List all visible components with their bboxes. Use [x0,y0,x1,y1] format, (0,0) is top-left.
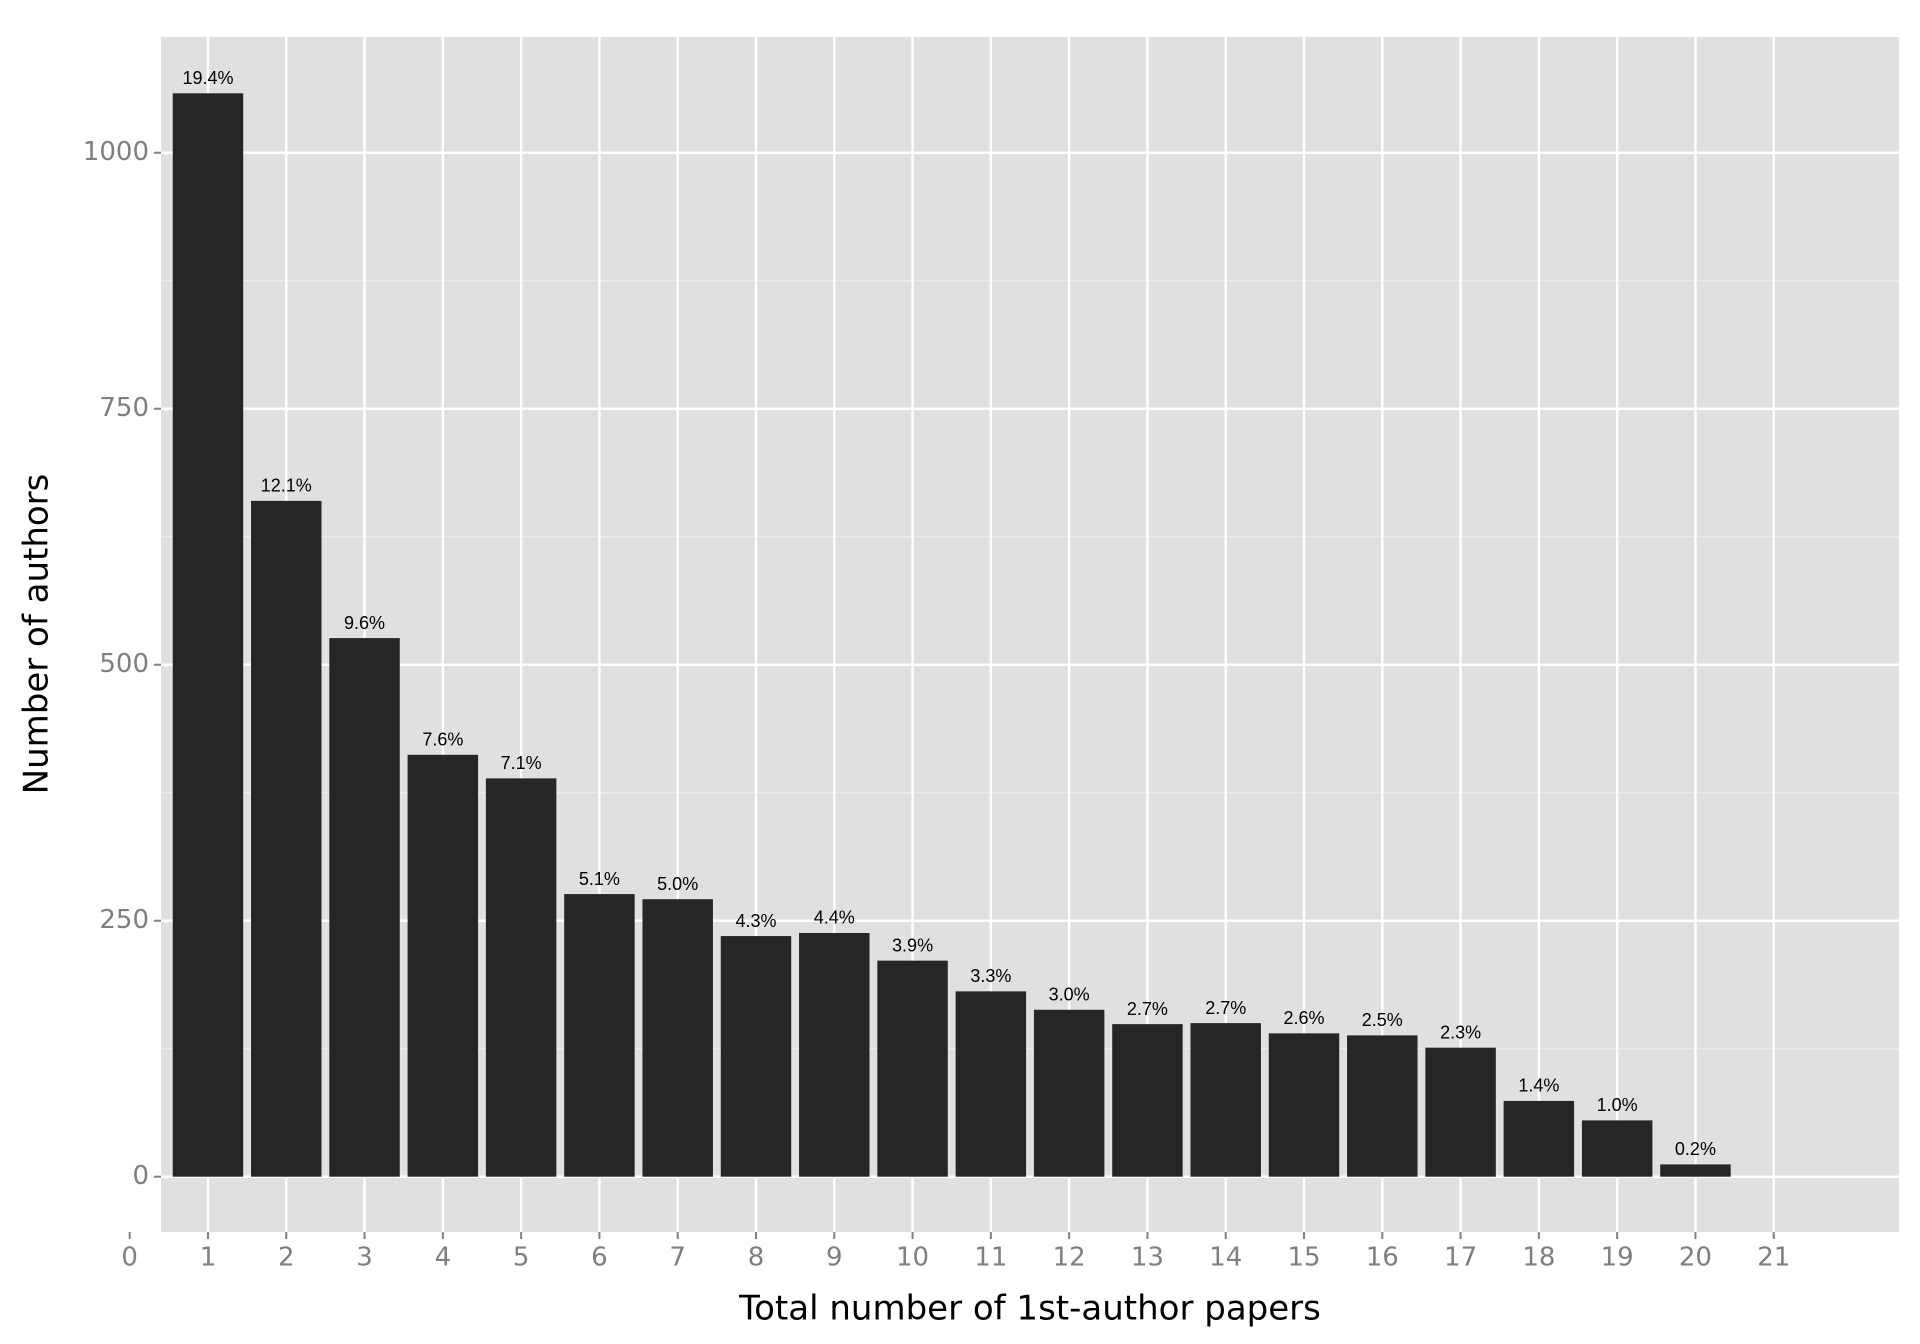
x-tick-label: 10 [896,1243,929,1273]
bar-label: 4.4% [814,908,855,928]
x-tick-label: 4 [435,1243,452,1273]
bar [642,899,713,1177]
x-tick-label: 15 [1287,1243,1320,1273]
bar-label: 5.0% [657,874,698,894]
bar [1581,1120,1653,1177]
bar-label: 0.2% [1675,1139,1716,1159]
y-tick-label: 500 [99,649,149,679]
x-tick-label: 3 [356,1243,373,1273]
bar [720,936,792,1177]
x-tick-label: 7 [669,1243,686,1273]
y-tick-label: 0 [132,1161,149,1191]
bar-label: 2.7% [1127,999,1168,1019]
bar [1033,1009,1105,1177]
x-tick-label: 21 [1757,1243,1790,1273]
x-tick-label: 17 [1444,1243,1477,1273]
bar-label: 2.6% [1283,1008,1324,1028]
x-tick-label: 14 [1209,1243,1242,1273]
bar-label: 2.7% [1205,998,1246,1018]
bar [1425,1047,1496,1177]
bar-label: 1.0% [1597,1095,1638,1115]
x-tick-label: 11 [974,1243,1007,1273]
bar-label: 9.6% [344,613,385,633]
bar [799,932,870,1177]
bar [172,93,244,1177]
bar [329,638,400,1177]
bar-label: 3.3% [970,966,1011,986]
x-tick-label: 8 [748,1243,765,1273]
bar [407,754,479,1177]
x-tick-label: 19 [1601,1243,1634,1273]
x-tick-label: 18 [1522,1243,1555,1273]
bar-label: 19.4% [182,68,233,88]
x-tick-label: 2 [278,1243,295,1273]
x-tick-label: 12 [1053,1243,1086,1273]
x-axis-title: Total number of 1st-author papers [738,1289,1321,1329]
y-tick-label: 250 [99,905,149,935]
bar-label: 2.5% [1362,1010,1403,1030]
x-tick-label: 9 [826,1243,843,1273]
y-tick-label: 750 [99,393,149,423]
x-tick-label: 13 [1131,1243,1164,1273]
bar [877,960,948,1177]
bar-label: 4.3% [735,911,776,931]
y-tick-label: 1000 [83,137,149,167]
bar [955,991,1027,1177]
x-tick-label: 6 [591,1243,608,1273]
bar [485,778,557,1177]
bar [1112,1024,1183,1177]
x-tick-label: 0 [121,1243,138,1273]
y-axis-title: Number of authors [17,474,57,795]
bar-label: 5.1% [579,869,620,889]
bar [1347,1035,1418,1177]
bar-label: 1.4% [1518,1076,1559,1096]
x-tick-label: 20 [1679,1243,1712,1273]
bar-label: 7.1% [501,753,542,773]
bar [564,894,635,1177]
bar-label: 3.9% [892,935,933,955]
bar [1660,1164,1731,1177]
bar [1503,1100,1575,1177]
x-tick-label: 16 [1366,1243,1399,1273]
x-tick-label: 5 [513,1243,530,1273]
bar-label: 2.3% [1440,1022,1481,1042]
bar-label: 3.0% [1049,985,1090,1005]
bar [1268,1033,1340,1177]
bar [251,500,322,1177]
bar [1190,1023,1261,1177]
bar-label: 7.6% [422,730,463,750]
x-tick-label: 1 [200,1243,217,1273]
bar-label: 12.1% [261,476,312,496]
